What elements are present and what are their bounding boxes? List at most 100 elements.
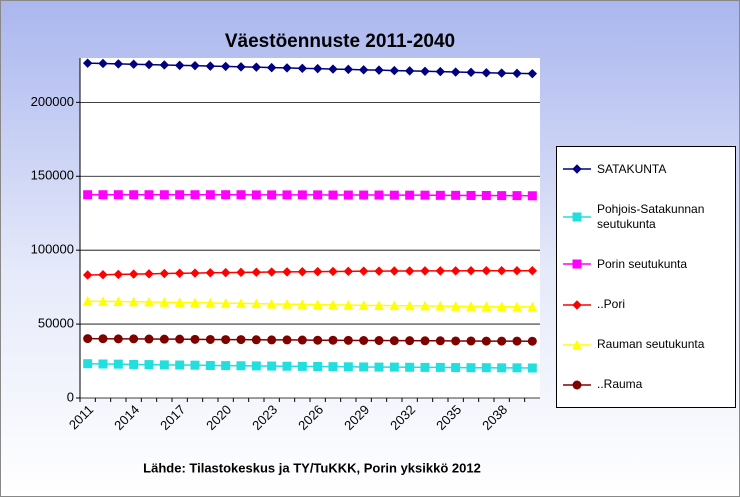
marker	[159, 268, 170, 279]
marker	[144, 269, 154, 279]
marker	[297, 190, 307, 200]
marker	[312, 299, 323, 310]
y-tick-label: 100000	[31, 242, 74, 257]
marker	[113, 334, 123, 344]
marker	[128, 296, 139, 307]
marker	[496, 266, 507, 276]
marker	[420, 300, 430, 311]
marker	[374, 266, 384, 276]
marker	[297, 63, 308, 74]
marker	[481, 336, 491, 346]
marker	[466, 190, 476, 200]
y-tick-label: 0	[67, 389, 74, 404]
marker	[451, 336, 461, 346]
marker	[435, 300, 446, 311]
legend-label: Pohjois-Satakunnan seutukunta	[597, 201, 705, 231]
marker	[450, 301, 461, 311]
legend-symbol	[563, 164, 591, 174]
marker	[236, 190, 246, 200]
marker	[297, 267, 308, 277]
marker	[404, 266, 415, 276]
marker	[251, 335, 261, 345]
marker	[98, 58, 108, 69]
chart-title: Väestöennuste 2011-2040	[225, 31, 455, 52]
marker	[190, 268, 200, 278]
plot-area	[80, 58, 540, 398]
marker	[481, 190, 491, 200]
marker	[313, 190, 323, 200]
marker	[297, 361, 307, 371]
marker	[282, 299, 292, 309]
marker	[83, 190, 93, 200]
marker	[481, 266, 492, 276]
marker	[205, 334, 215, 344]
legend: SATAKUNTA Pohjois-Satakunnan seutukunta Po…	[556, 146, 736, 408]
marker	[220, 298, 231, 308]
marker	[343, 266, 354, 277]
marker	[313, 362, 323, 372]
marker	[144, 296, 154, 307]
marker	[113, 59, 124, 69]
marker	[174, 297, 185, 308]
marker	[236, 335, 246, 345]
legend-item: ..Pori	[557, 297, 735, 312]
marker	[512, 266, 522, 276]
marker	[451, 190, 461, 200]
marker	[175, 360, 185, 370]
marker	[144, 190, 154, 200]
marker	[420, 190, 430, 200]
marker	[572, 164, 582, 174]
legend-item: Pohjois-Satakunnan seutukunta	[557, 202, 735, 232]
marker	[144, 334, 154, 344]
marker	[282, 361, 292, 371]
marker	[251, 298, 262, 309]
marker	[312, 266, 323, 277]
marker	[83, 334, 93, 344]
marker	[497, 191, 507, 201]
marker	[129, 190, 139, 200]
marker	[466, 301, 476, 311]
marker	[389, 300, 400, 311]
y-tick-label: 200000	[31, 94, 74, 109]
marker	[466, 67, 476, 78]
marker	[374, 335, 384, 345]
legend-symbol	[563, 212, 591, 222]
marker	[389, 336, 399, 346]
marker	[282, 190, 292, 200]
source-note: Lähde: Tilastokeskus ja TY/TuKKK, Porin …	[143, 460, 481, 475]
marker	[358, 300, 369, 310]
legend-item: Porin seutukunta	[557, 257, 735, 272]
marker	[297, 299, 308, 309]
marker	[435, 66, 446, 77]
marker	[328, 299, 338, 310]
marker	[497, 363, 507, 373]
marker	[129, 359, 139, 369]
marker	[220, 61, 231, 72]
marker	[404, 66, 415, 76]
marker	[328, 190, 338, 200]
marker	[159, 360, 169, 370]
marker	[328, 335, 338, 345]
legend-symbol	[563, 299, 591, 310]
marker	[282, 63, 292, 73]
marker	[236, 298, 246, 308]
marker	[374, 65, 384, 75]
marker	[389, 362, 399, 372]
marker	[512, 301, 522, 312]
marker	[389, 190, 399, 200]
marker	[159, 334, 169, 344]
marker	[343, 362, 353, 372]
marker	[466, 266, 476, 276]
marker	[527, 336, 537, 346]
marker	[374, 300, 384, 310]
marker	[527, 191, 537, 201]
marker	[282, 335, 292, 345]
marker	[572, 259, 582, 269]
marker	[144, 59, 154, 70]
marker	[236, 62, 246, 72]
marker	[512, 68, 522, 79]
marker	[466, 363, 476, 373]
marker	[236, 361, 246, 371]
marker	[190, 60, 200, 71]
marker	[190, 360, 200, 370]
